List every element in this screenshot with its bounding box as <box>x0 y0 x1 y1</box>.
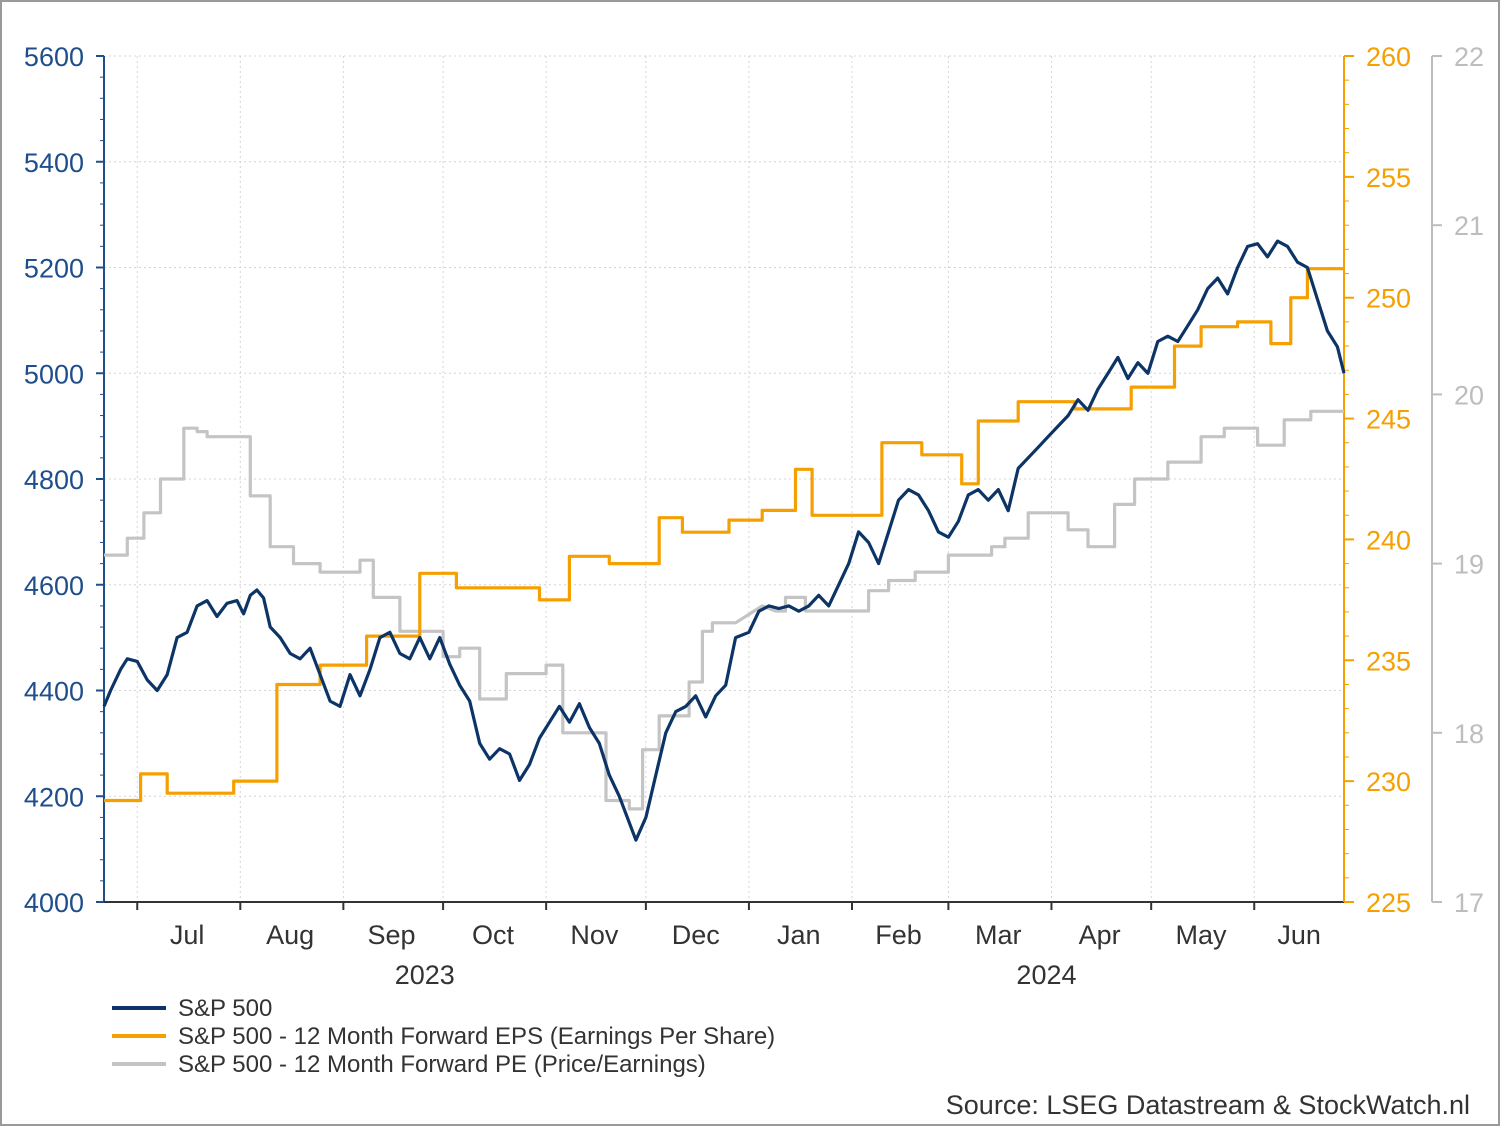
eps-tick-label: 240 <box>1366 525 1411 555</box>
x-tick-label: Jul <box>170 920 205 950</box>
x-tick-label: Sep <box>368 920 416 950</box>
eps-tick-label: 255 <box>1366 163 1411 193</box>
x-tick-label: Feb <box>875 920 922 950</box>
eps-tick-label: 225 <box>1366 888 1411 918</box>
x-tick-label: Dec <box>672 920 720 950</box>
eps-tick-label: 250 <box>1366 284 1411 314</box>
left-tick-label: 4400 <box>24 677 84 707</box>
left-tick-label: 5400 <box>24 148 84 178</box>
legend-label: S&P 500 - 12 Month Forward EPS (Earnings… <box>178 1023 775 1050</box>
pe-tick-label: 19 <box>1454 550 1484 580</box>
series-layer <box>102 239 1346 842</box>
series-line-0 <box>102 239 1346 842</box>
axes: 4000 4200 4400 4600 4800 5000 5200 5400 5600 Jul A… <box>24 42 1484 990</box>
pe-tick-label: 18 <box>1454 719 1484 749</box>
source-label: Source: LSEG Datastream & StockWatch.nl <box>946 1090 1470 1120</box>
x-tick-label: Oct <box>472 920 515 950</box>
left-tick-label: 4000 <box>24 888 84 918</box>
x-tick-label: Jun <box>1277 920 1321 950</box>
left-tick-label: 4800 <box>24 465 84 495</box>
x-tick-label: Apr <box>1079 920 1121 950</box>
series-line-2 <box>104 409 1344 811</box>
pe-tick-label: 22 <box>1454 42 1484 72</box>
left-tick-label: 4600 <box>24 571 84 601</box>
left-tick-label: 5000 <box>24 359 84 389</box>
eps-tick-label: 260 <box>1366 42 1411 72</box>
pe-tick-label: 17 <box>1454 888 1484 918</box>
eps-tick-label: 245 <box>1366 405 1411 435</box>
year-label: 2024 <box>1016 960 1076 990</box>
series-line-1 <box>104 267 1344 803</box>
x-tick-label: Aug <box>266 920 314 950</box>
x-tick-label: Mar <box>975 920 1022 950</box>
year-label: 2023 <box>395 960 455 990</box>
x-tick-label: May <box>1176 920 1228 950</box>
left-tick-label: 5600 <box>24 42 84 72</box>
left-tick-label: 5200 <box>24 254 84 284</box>
eps-tick-label: 230 <box>1366 767 1411 797</box>
eps-tick-label: 235 <box>1366 646 1411 676</box>
pe-tick-label: 20 <box>1454 380 1484 410</box>
pe-tick-label: 21 <box>1454 211 1484 241</box>
left-tick-label: 4200 <box>24 782 84 812</box>
x-tick-label: Jan <box>777 920 821 950</box>
x-tick-label: Nov <box>570 920 619 950</box>
legend-label: S&P 500 <box>178 995 272 1022</box>
legend-label: S&P 500 - 12 Month Forward PE (Price/Ear… <box>178 1051 706 1078</box>
